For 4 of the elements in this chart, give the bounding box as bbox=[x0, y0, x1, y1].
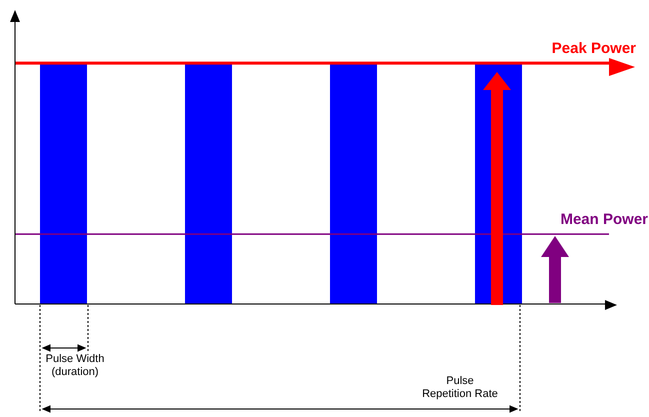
ref-line-label: Peak Power bbox=[552, 40, 636, 58]
text: Pulse Width (duration) bbox=[44, 353, 106, 379]
ref-line-label: Mean Power bbox=[560, 211, 648, 228]
text: Pulse Repetition Rate bbox=[421, 375, 499, 401]
